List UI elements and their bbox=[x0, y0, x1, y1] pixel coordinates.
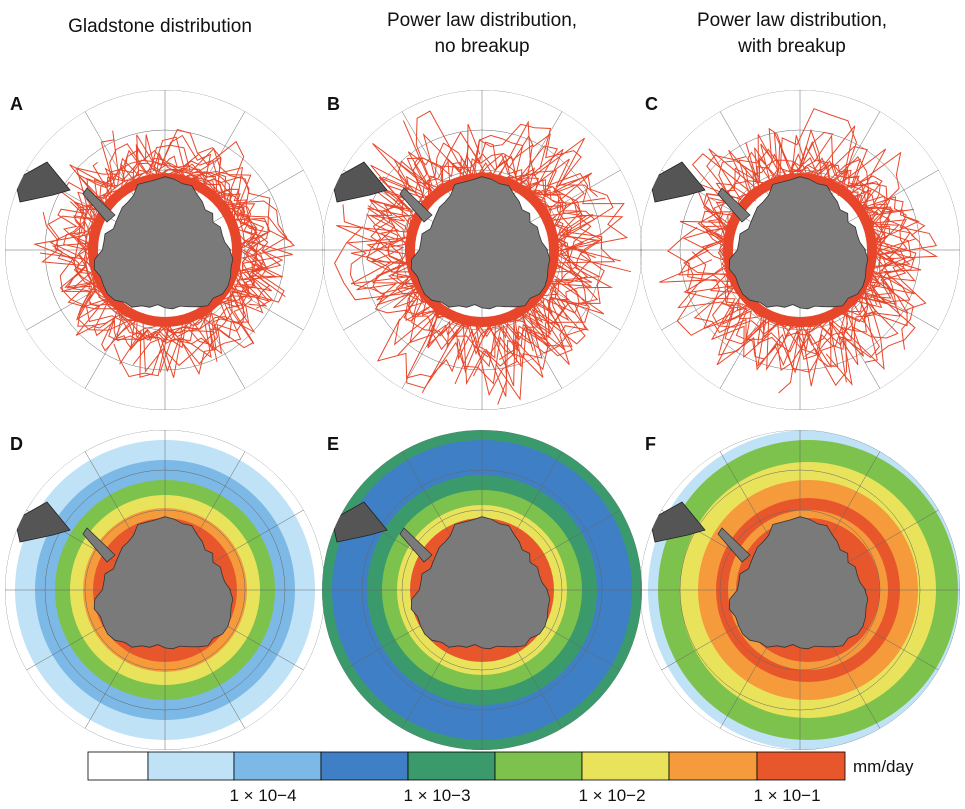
colorbar-swatch bbox=[581, 751, 670, 781]
colorbar-label: 1 × 10−1 bbox=[753, 786, 820, 804]
antarctica bbox=[728, 176, 869, 310]
panel-letter: C bbox=[645, 94, 658, 114]
iceberg-track bbox=[477, 173, 614, 366]
peninsula bbox=[82, 187, 116, 223]
peninsula bbox=[717, 187, 751, 223]
column-title: Power law distribution, bbox=[697, 10, 887, 31]
graticule bbox=[516, 169, 621, 231]
colorbar-swatch bbox=[407, 751, 496, 781]
map-panel: A bbox=[5, 90, 325, 410]
column-title: with breakup bbox=[737, 36, 846, 57]
antarctica bbox=[728, 516, 869, 650]
panel-letter: D bbox=[10, 434, 23, 454]
colorbar-unit: mm/day bbox=[853, 757, 914, 776]
map-content bbox=[640, 90, 960, 410]
map-panel: C bbox=[640, 90, 960, 410]
map-panel: F bbox=[640, 430, 960, 750]
iceberg-track bbox=[51, 201, 135, 321]
south-america bbox=[649, 161, 706, 203]
map-content bbox=[322, 90, 642, 410]
map-panel: D bbox=[5, 430, 325, 750]
antarctica bbox=[410, 176, 551, 310]
panel-letter: B bbox=[327, 94, 340, 114]
iceberg-track bbox=[497, 185, 592, 405]
colorbar: 1 × 10−4 1 × 10−3 1 × 10−2 1 × 10−1 mm/day bbox=[87, 751, 914, 805]
iceberg-track bbox=[405, 143, 632, 273]
south-america bbox=[331, 161, 388, 203]
map-content bbox=[5, 90, 325, 410]
column-title: Gladstone distribution bbox=[68, 16, 252, 37]
south-america bbox=[14, 161, 71, 203]
peninsula bbox=[717, 527, 751, 563]
column-title: no breakup bbox=[434, 36, 529, 57]
iceberg-track bbox=[159, 168, 271, 350]
panel-letter: A bbox=[10, 94, 23, 114]
colorbar-swatch bbox=[668, 751, 758, 781]
graticule bbox=[516, 509, 621, 571]
graticule bbox=[834, 509, 939, 571]
south-america bbox=[331, 501, 388, 543]
peninsula bbox=[399, 527, 433, 563]
iceberg-track bbox=[159, 171, 269, 376]
south-america bbox=[649, 501, 706, 543]
peninsula bbox=[399, 187, 433, 223]
colorbar-label: 1 × 10−3 bbox=[403, 786, 470, 804]
colorbar-label: 1 × 10−4 bbox=[229, 786, 296, 804]
column-title: Power law distribution, bbox=[387, 10, 577, 31]
graticule bbox=[199, 509, 304, 571]
map-content bbox=[322, 430, 642, 750]
iceberg-track bbox=[742, 160, 917, 356]
colorbar-swatch bbox=[87, 751, 149, 781]
south-america bbox=[14, 501, 71, 543]
map-panel: B bbox=[322, 90, 642, 410]
map-panel: E bbox=[322, 430, 642, 750]
antarctica bbox=[410, 516, 551, 650]
colorbar-swatch bbox=[320, 751, 409, 781]
colorbar-label: 1 × 10−2 bbox=[578, 786, 645, 804]
antarctica bbox=[93, 176, 234, 310]
panel-letter: E bbox=[327, 434, 339, 454]
maps: A B C D E F bbox=[5, 90, 960, 750]
antarctica bbox=[93, 516, 234, 650]
colorbar-swatch bbox=[233, 751, 322, 781]
colorbar-swatch bbox=[494, 751, 583, 781]
map-content bbox=[640, 430, 960, 750]
panel-letter: F bbox=[645, 434, 656, 454]
graticule bbox=[199, 169, 304, 231]
colorbar-swatch bbox=[756, 751, 846, 781]
map-content bbox=[5, 430, 325, 750]
colorbar-swatch bbox=[147, 751, 235, 781]
peninsula bbox=[82, 527, 116, 563]
iceberg-track bbox=[370, 123, 481, 317]
